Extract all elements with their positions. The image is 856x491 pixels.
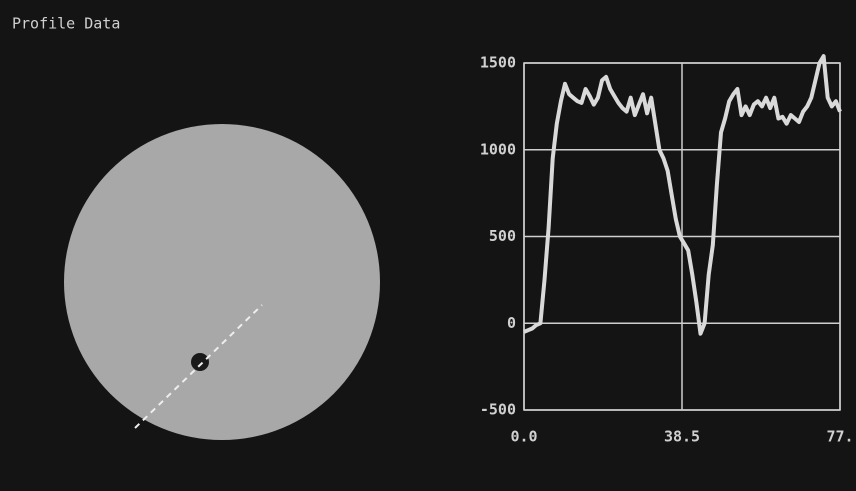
disc <box>64 124 380 440</box>
y-tick-label: -500 <box>480 401 516 419</box>
y-tick-label: 500 <box>489 227 516 245</box>
dark-spot <box>191 353 209 371</box>
y-tick-label: 1500 <box>480 54 516 72</box>
y-tick-label: 1000 <box>480 140 516 158</box>
window-title: Profile Data <box>12 15 120 33</box>
x-tick-label: 38.5 <box>664 428 700 446</box>
x-tick-label: 77. <box>826 428 853 446</box>
screen: Profile Data -500 0 500 1000 1500 0.0 38.5 77. <box>0 0 856 491</box>
y-tick-label: 0 <box>507 314 516 332</box>
sample-image <box>64 124 380 440</box>
x-tick-label: 0.0 <box>510 428 537 446</box>
